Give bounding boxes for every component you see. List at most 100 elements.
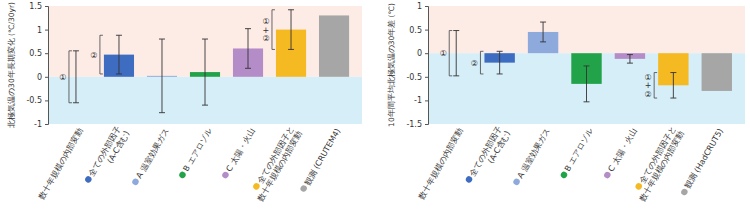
- tick-label: 1: [417, 2, 422, 11]
- error-bar: [497, 51, 503, 74]
- category-label-group: 全ての外部因子と数十年規模の内部変動: [247, 125, 303, 204]
- error-bar: [159, 39, 165, 113]
- tick-label: 1: [37, 26, 42, 35]
- bracket: [272, 10, 275, 50]
- category-label: B エアロゾル: [182, 127, 214, 173]
- tick-label: -1.5: [406, 120, 422, 129]
- category-label: A 温室効果ガス: [516, 127, 552, 180]
- category-label: 数十年規模の内部変動: [417, 127, 465, 201]
- annotation-part: ②: [471, 59, 478, 68]
- axis-line: [45, 7, 49, 125]
- category-label: 観測 (HadCRUT5): [683, 127, 725, 190]
- tick-label: -1: [34, 120, 42, 129]
- category-label-group: 全ての外部因子と数十年規模の内部変動: [630, 125, 686, 204]
- error-bar: [73, 51, 79, 103]
- error-bar-line: [245, 29, 251, 69]
- category-label-group: C 太陽・火山: [602, 127, 638, 180]
- annotation: ①: [440, 49, 447, 58]
- category-label-group: C 太陽・火山: [220, 127, 256, 180]
- category-label: C 太陽・火山: [224, 127, 256, 173]
- legend-dot: [252, 182, 261, 191]
- tick-mark: [45, 100, 48, 101]
- annotation: ②: [90, 51, 97, 60]
- category-label-group: 全ての外部因子(A-C含む): [83, 125, 131, 190]
- annotation: ②: [471, 59, 478, 68]
- category-label: 全ての外部因子(A-C含む): [87, 125, 131, 183]
- legend-dot: [603, 171, 612, 180]
- category-label: 全ての外部因子と数十年規模の内部変動: [247, 125, 303, 204]
- tick-mark: [45, 77, 48, 78]
- category-label-line: C 太陽・火山: [224, 127, 256, 173]
- tick: 0: [37, 73, 48, 82]
- tick-mark: [45, 124, 48, 125]
- tick-label: -1: [414, 96, 422, 105]
- annotation-part: ①: [440, 49, 447, 58]
- annotation-part: ②: [90, 51, 97, 60]
- error-bar: [453, 31, 459, 76]
- category-label-line: 観測 (CRUTEM4): [303, 127, 343, 187]
- tick: 1: [417, 2, 428, 11]
- negative-region: [428, 53, 745, 124]
- category-label-group: 数十年規模の内部変動: [417, 127, 465, 201]
- error-bar: [540, 22, 546, 42]
- y-axis: -1.5 -1 -0.5 0 0.5 1: [406, 2, 428, 129]
- category-label-group: B エアロゾル: [177, 127, 213, 180]
- error-bar-line: [116, 35, 122, 74]
- tick-mark: [45, 30, 48, 31]
- tick: -0.5: [26, 96, 48, 105]
- tick-label: -0.5: [406, 73, 422, 82]
- legend-dot: [680, 188, 689, 197]
- tick-mark: [425, 124, 428, 125]
- tick: 0.5: [29, 49, 48, 58]
- error-bar-line: [540, 22, 546, 42]
- category-label-line: A 温室効果ガス: [135, 127, 171, 180]
- error-bar: [202, 39, 208, 105]
- legend-dot: [560, 171, 569, 180]
- bracket: [480, 51, 483, 74]
- bar: [319, 15, 349, 76]
- tick-mark: [425, 30, 428, 31]
- error-bar: [116, 35, 122, 74]
- category-label-line: 数十年規模の内部変動: [36, 127, 84, 201]
- tick: 1.5: [29, 2, 48, 11]
- tick-mark: [425, 6, 428, 7]
- tick-mark: [425, 100, 428, 101]
- tick-label: 0.5: [29, 49, 42, 58]
- background: [48, 6, 362, 124]
- error-bar: [288, 10, 294, 50]
- tick: 0.5: [409, 26, 428, 35]
- category-label: B エアロゾル: [563, 127, 595, 173]
- category-label-line: (A-C含む): [486, 129, 512, 165]
- error-bar-line: [453, 31, 459, 76]
- category-label: 数十年規模の内部変動: [36, 127, 84, 201]
- legend-dot: [221, 171, 230, 180]
- error-bar: [627, 55, 633, 63]
- positive-region: [428, 6, 745, 53]
- category-label-line: B エアロゾル: [563, 127, 595, 173]
- annotation: ①: [59, 73, 66, 82]
- error-bar-line: [670, 73, 676, 98]
- chart-root: -1-0.500.511.5北極気温の30年長期変化 (℃/30yr)①②①+②…: [0, 0, 750, 216]
- panel: -1.5-1-0.500.5110年間平均北極気温の30年差 (℃)①②①+②数…: [387, 2, 745, 203]
- error-bar-line: [202, 39, 208, 105]
- error-bar-line: [73, 51, 79, 103]
- category-label-line: 数十年規模の内部変動: [417, 127, 465, 201]
- bracket: [654, 73, 657, 98]
- error-bar-line: [497, 51, 503, 74]
- category-label-group: B エアロゾル: [559, 127, 595, 180]
- error-bar-line: [627, 55, 633, 63]
- tick: 1: [37, 26, 48, 35]
- category-label-group: 数十年規模の内部変動: [36, 127, 84, 201]
- category-label-line: (A-C含む): [106, 129, 132, 165]
- tick-label: 0.5: [409, 26, 422, 35]
- tick: -1: [34, 120, 48, 129]
- tick-label: 0: [417, 49, 422, 58]
- tick-label: 0: [37, 73, 42, 82]
- tick-mark: [425, 53, 428, 54]
- background: [428, 6, 745, 124]
- tick-mark: [45, 6, 48, 7]
- annotation: ①+②: [262, 17, 269, 43]
- category-label-line: C 太陽・火山: [606, 127, 638, 173]
- error-bar-line: [584, 66, 590, 102]
- axis-line: [425, 7, 429, 125]
